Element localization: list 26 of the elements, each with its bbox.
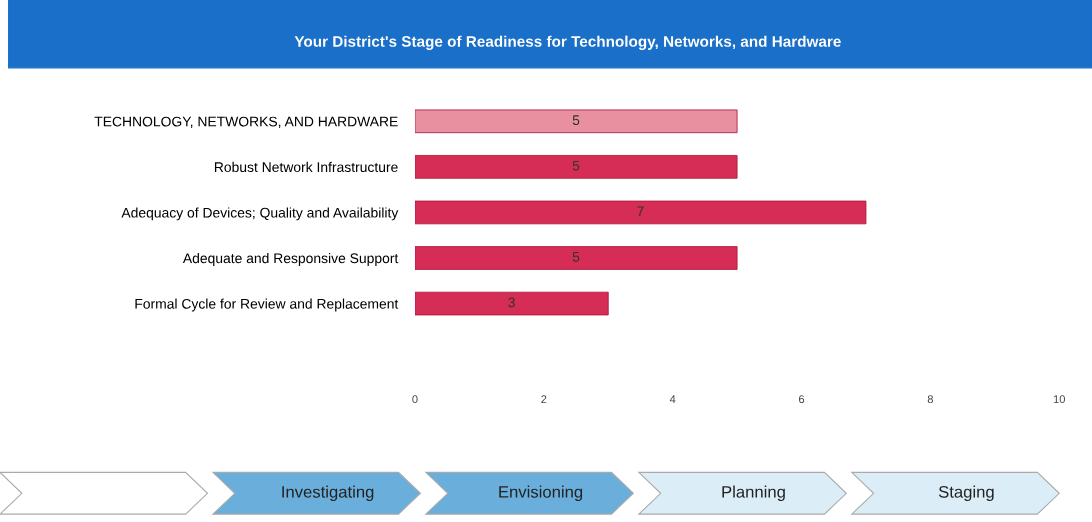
data-label: 7: [637, 206, 644, 217]
y-tick-label: Robust Network Infrastructure: [214, 161, 398, 173]
text: Envisioning: [499, 485, 583, 502]
y-tick-label: TECHNOLOGY, NETWORKS, AND HARDWARE: [94, 116, 398, 129]
chart-title: Your District's Stage of Readiness for Technology, Networks, and Hardware: [294, 35, 841, 50]
y-tick-label: Adequacy of Devices; Quality and Availability: [121, 207, 399, 221]
text: Planning: [722, 485, 785, 502]
text: Investigating: [282, 485, 374, 502]
x-tick-label: 4: [669, 395, 676, 403]
data-label: 5: [572, 252, 580, 262]
x-tick-label: 2: [541, 395, 547, 403]
x-tick-label: 6: [799, 395, 805, 404]
bar: [414, 246, 738, 270]
data-label: 3: [508, 297, 515, 308]
text: Staging: [938, 485, 994, 502]
y-tick-label: Adequate and Responsive Support: [182, 252, 399, 266]
bar: [414, 155, 738, 179]
x-tick-label: 8: [927, 395, 933, 404]
data-label: 5: [572, 160, 580, 171]
y-tick-label: Formal Cycle for Review and Replacement: [135, 298, 399, 312]
bar: [414, 109, 738, 134]
bar: [414, 200, 867, 225]
x-tick-label: 10: [1053, 395, 1065, 404]
x-tick-label: 0: [412, 395, 418, 404]
bar: [414, 291, 609, 316]
data-label: 5: [572, 115, 580, 126]
